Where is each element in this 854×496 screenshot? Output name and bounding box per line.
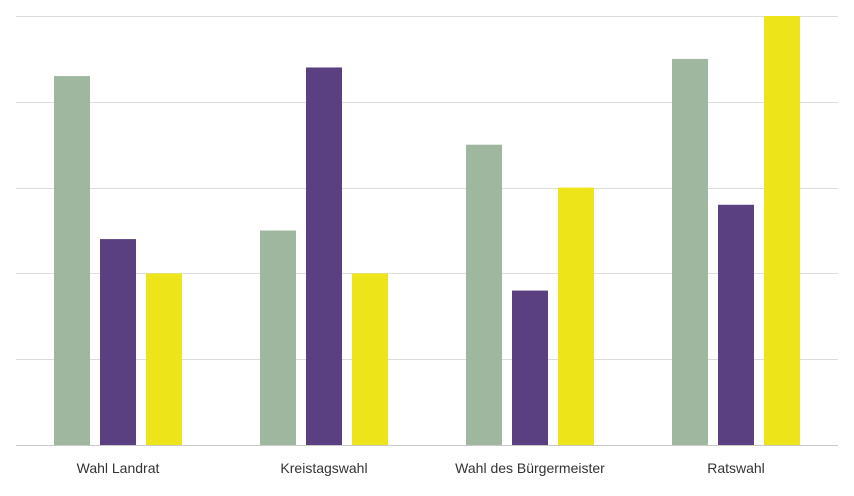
bar [306, 67, 342, 445]
bar [558, 187, 594, 445]
bar [466, 144, 502, 445]
bar-group [54, 76, 182, 445]
bar [512, 290, 548, 445]
x-tick-label: Ratswahl [707, 460, 765, 476]
bar [146, 273, 182, 445]
bar-group [466, 144, 594, 445]
bar [718, 204, 754, 445]
bar [352, 273, 388, 445]
x-tick-label: Wahl Landrat [77, 460, 160, 476]
bar [54, 76, 90, 445]
bar-group [672, 16, 800, 446]
x-tick-labels: Wahl Landrat Kreistagswahl Wahl des Bürger… [77, 460, 765, 476]
bar-group [260, 67, 388, 445]
bar [672, 58, 708, 446]
gridlines [16, 16, 838, 360]
x-tick-label: Wahl des Bürgermeister [455, 460, 605, 476]
x-tick-label: Kreistagswahl [280, 460, 367, 476]
bar [260, 230, 296, 445]
bar [100, 239, 136, 445]
bar [764, 16, 800, 445]
bar-groups [54, 16, 800, 446]
